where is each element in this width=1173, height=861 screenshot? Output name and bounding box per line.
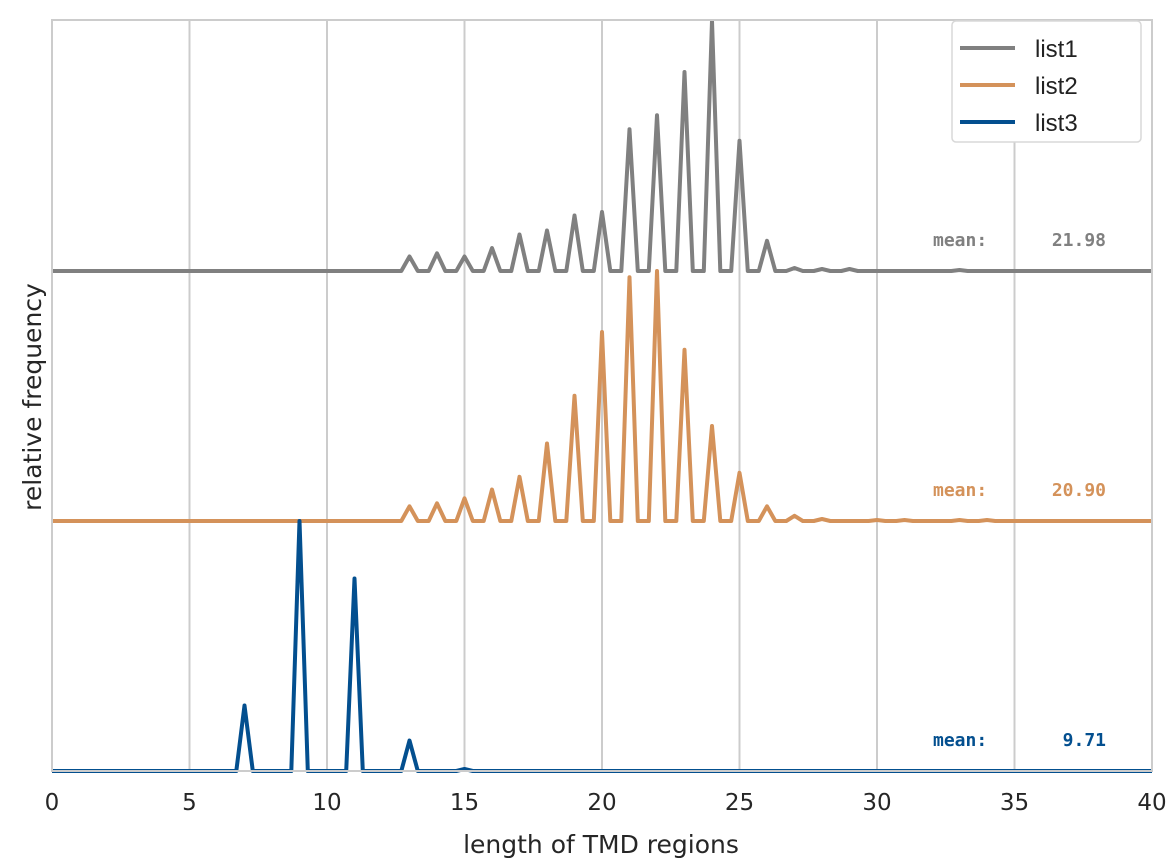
x-tick-label-35: 35 (1000, 790, 1029, 816)
mean-labels: mean: 21.98 mean: 20.90 mean: 9.71 (933, 230, 1106, 751)
x-tick-label-5: 5 (182, 790, 197, 816)
x-axis-label: length of TMD regions (463, 830, 739, 859)
x-tick-labels: 0 5 10 15 20 25 30 35 40 (45, 790, 1167, 816)
x-tick-label-25: 25 (725, 790, 754, 816)
legend-label-list2: list2 (1035, 73, 1078, 100)
plot-border (51, 19, 1153, 772)
mean-label-list2: mean: (933, 480, 987, 501)
x-tick-label-20: 20 (587, 790, 616, 816)
grid-lines (188, 20, 1016, 771)
mean-label-list3: mean: (933, 730, 987, 751)
mean-value-list3: 9.71 (1063, 730, 1106, 751)
legend-label-list1: list1 (1035, 36, 1078, 63)
legend-label-list3: list3 (1035, 110, 1078, 137)
x-tick-label-30: 30 (862, 790, 891, 816)
x-tick-label-10: 10 (312, 790, 341, 816)
x-tick-label-0: 0 (45, 790, 60, 816)
mean-value-list2: 20.90 (1052, 480, 1106, 501)
x-tick-label-15: 15 (450, 790, 479, 816)
plot-frame (51, 19, 1153, 772)
mean-label-list1: mean: (933, 230, 987, 251)
mean-value-list1: 21.98 (1052, 230, 1106, 251)
y-axis-label: relative frequency (18, 283, 47, 511)
legend-box (951, 20, 1142, 143)
x-tick-label-40: 40 (1137, 790, 1166, 816)
legend: list1 list2 list3 (951, 20, 1142, 143)
series-line-list2 (52, 269, 1152, 523)
series-line-list1 (52, 19, 1152, 273)
